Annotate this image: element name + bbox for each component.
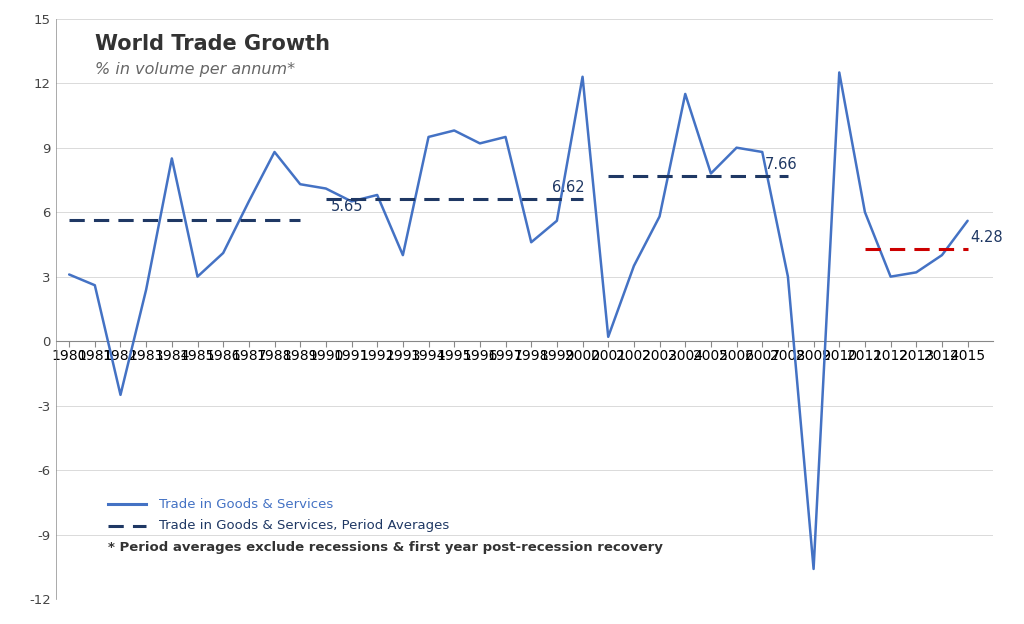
Text: * Period averages exclude recessions & first year post-recession recovery: * Period averages exclude recessions & f… [108,541,663,554]
Text: Trade in Goods & Services, Period Averages: Trade in Goods & Services, Period Averag… [159,519,450,532]
Text: Trade in Goods & Services: Trade in Goods & Services [159,498,333,511]
Text: % in volume per annum*: % in volume per annum* [95,62,295,77]
Text: 6.62: 6.62 [552,180,585,195]
Text: 7.66: 7.66 [765,157,798,172]
Text: 4.28: 4.28 [970,230,1002,245]
Text: World Trade Growth: World Trade Growth [95,34,330,54]
Text: 5.65: 5.65 [331,199,364,214]
